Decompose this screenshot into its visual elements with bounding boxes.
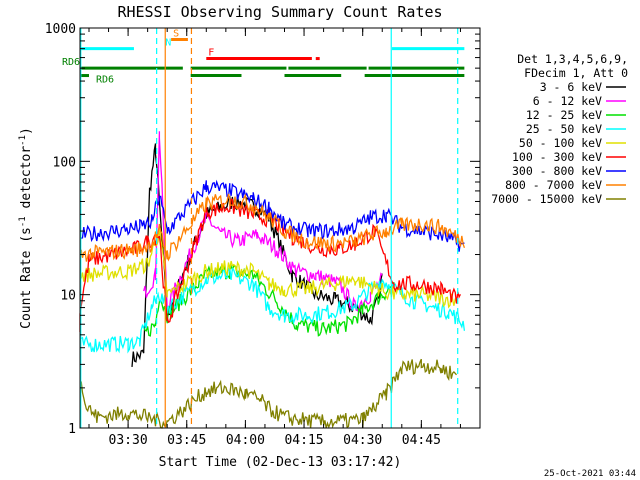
series-line-8 [80,358,457,429]
x-tick-label-3: 04:15 [284,433,323,448]
y-axis-label-main: Count Rate (s [19,227,34,329]
legend-label-3: 25 - 50 keV [526,122,602,136]
x-tick-label-4: 04:30 [343,433,382,448]
series-line-4 [80,224,457,309]
y-tick-label-1: 10 [60,289,76,304]
event-markers-group [80,28,459,428]
chart-series-group [79,131,466,429]
state-bar-label-5: RD6 [96,75,114,86]
y-axis-label-exp2: -1 [18,135,28,146]
y-axis-label-exp: -1 [18,216,28,227]
series-line-7 [80,193,466,262]
state-bar-label-1: S [173,28,179,39]
series-line-3 [80,267,466,354]
legend-label-4: 50 - 100 keV [519,136,602,150]
legend-label-2: 12 - 25 keV [526,108,602,122]
axes-group: 03:30 03:45 04:00 04:15 04:30 04:45 1 10 100 1000 [45,22,480,448]
series-line-6 [81,179,465,252]
legend-label-5: 100 - 300 keV [512,150,602,164]
x-tick-label-2: 04:00 [226,433,265,448]
legend-label-8: 7000 - 15000 keV [491,192,602,206]
y-tick-label-0: 1 [68,422,76,437]
y-axis-label: Count Rate (s-1 detector-1) [18,127,34,329]
legend-label-7: 800 - 7000 keV [505,178,602,192]
x-tick-label-1: 03:45 [167,433,206,448]
plot-frame [79,27,481,429]
chart-title: RHESSI Observing Summary Count Rates [117,3,442,21]
y-axis-label-close: ) [19,127,34,135]
y-tick-label-2: 100 [53,155,76,170]
state-bar-label-3: F [208,48,214,59]
series-line-2 [143,264,395,337]
legend-label-0: 3 - 6 keV [540,80,602,94]
x-axis-label: Start Time (02-Dec-13 03:17:42) [159,455,402,470]
attenuator-bars-group: SN F RD6 RD6 [62,28,465,86]
state-bar-label-2: N [165,38,171,49]
y-tick-label-3: 1000 [45,22,76,37]
y-axis-label-rest: detector [19,146,34,217]
series-line-1 [143,131,383,314]
state-bar-label-4: RD6 [62,57,80,68]
legend: Det 1,3,4,5,6,9,FDecim 1, Att 03 - 6 keV… [491,52,628,206]
legend-label-6: 300 - 800 keV [512,164,602,178]
legend-label-1: 6 - 12 keV [533,94,602,108]
legend-header-1: FDecim 1, Att 0 [524,66,628,80]
x-tick-label-5: 04:45 [402,433,441,448]
x-tick-label-0: 03:30 [109,433,148,448]
legend-header-0: Det 1,3,4,5,6,9, [517,52,628,66]
footer-timestamp: 25-Oct-2021 03:44 [544,469,636,479]
